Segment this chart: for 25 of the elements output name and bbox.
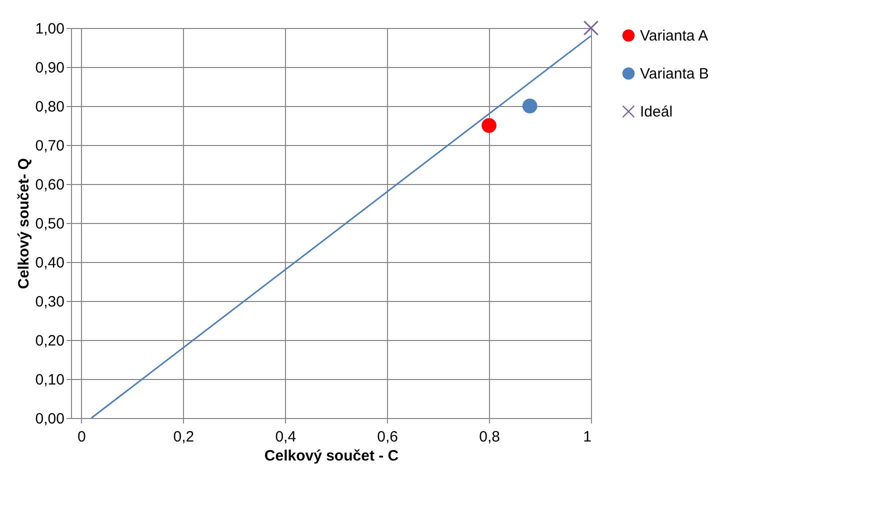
y-tick-label: 0,40 — [35, 254, 64, 272]
y-tick-label: 1,00 — [35, 20, 64, 38]
y-tick-label: 0,70 — [35, 138, 64, 154]
y-tick-label: 0,90 — [35, 60, 64, 76]
legend-label: Varianta B — [640, 66, 709, 82]
y-tick-label: 0,50 — [35, 216, 64, 232]
point — [482, 118, 496, 133]
y-tick-label: 0,10 — [35, 372, 64, 388]
x-tick-label: 0,2 — [173, 428, 194, 446]
y-tick-label: 0,60 — [35, 176, 64, 194]
point — [522, 98, 538, 114]
x-tick-label: 0,4 — [275, 428, 296, 446]
x-axis-title: Celkový součet - C — [264, 448, 399, 464]
point — [584, 20, 598, 36]
legend-label: Varianta A — [640, 28, 708, 44]
y-tick-label: 0,80 — [35, 98, 64, 116]
x-tick-label: 1 — [583, 428, 592, 446]
x-tick-label: 0,8 — [479, 428, 500, 446]
y-axis-title: Celkový součet- Q — [15, 158, 32, 289]
y-tick-label: 0,20 — [35, 332, 64, 350]
legend-label: Ideál — [640, 104, 673, 120]
y-tick-label: 0,30 — [35, 294, 64, 310]
x-tick-label: 0,6 — [377, 428, 398, 446]
x-tick-label: 0 — [78, 428, 86, 446]
y-tick-label: 0,00 — [35, 410, 64, 428]
